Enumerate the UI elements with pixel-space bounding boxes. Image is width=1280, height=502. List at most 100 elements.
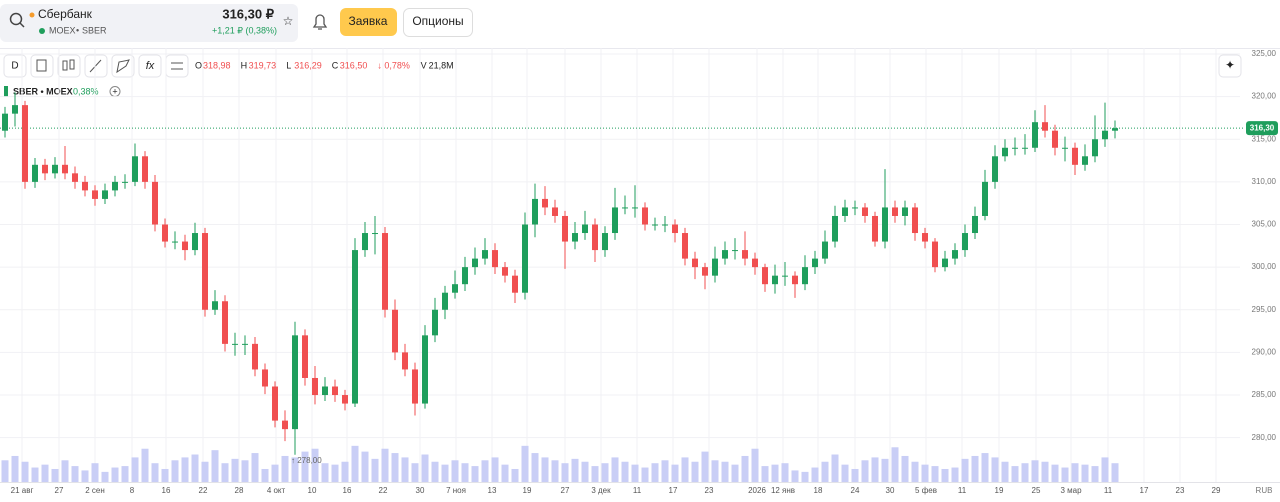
x-tick-label: 11 — [1104, 486, 1113, 495]
volume-bar — [901, 455, 909, 482]
tool-button[interactable] — [30, 54, 54, 78]
volume-bar — [1021, 463, 1029, 482]
candle-body — [1072, 147, 1078, 165]
x-tick-label: 22 — [379, 486, 388, 495]
candle-body — [522, 224, 528, 293]
x-tick-label: 12 янв — [771, 486, 795, 495]
ai-button[interactable] — [1218, 54, 1242, 78]
x-tick-label: 28 — [235, 486, 244, 495]
order-button[interactable] — [340, 8, 397, 36]
volume-bar — [801, 471, 809, 482]
interval[interactable]: D — [11, 61, 18, 72]
volume-bar — [371, 458, 379, 482]
candle-body — [562, 215, 568, 242]
volume-bar — [251, 453, 259, 482]
candle-body — [982, 181, 988, 216]
volume-bar — [301, 451, 309, 482]
alert-icon[interactable] — [312, 14, 328, 30]
y-tick-label: 280,00 — [1252, 433, 1277, 442]
exchange: MOEX — [49, 25, 76, 35]
volume-bar — [641, 467, 649, 482]
ohlc-key: L — [286, 60, 291, 70]
volume-bar — [21, 461, 29, 482]
volume-bar — [571, 458, 579, 482]
x-tick-label: 22 — [199, 486, 208, 495]
candle-body — [312, 377, 318, 396]
volume-bar — [671, 464, 679, 482]
ohlc-key: O — [195, 60, 202, 70]
candle-body — [262, 369, 268, 387]
volume-bar — [621, 461, 629, 482]
candle-body — [292, 335, 298, 430]
ohlc-key: C — [332, 60, 339, 70]
indicators[interactable]: fx — [146, 60, 155, 72]
candle-body — [112, 181, 118, 191]
y-tick-label: 325,00 — [1252, 49, 1277, 58]
options-label[interactable]: Опционы — [412, 14, 463, 28]
candle-body — [552, 207, 558, 216]
tool-button[interactable] — [57, 54, 81, 78]
volume-bar — [291, 457, 299, 482]
candle-body — [772, 275, 778, 285]
tool-button[interactable] — [165, 54, 189, 78]
volume-bar — [721, 461, 729, 482]
status-dot — [29, 12, 35, 18]
x-tick-label: 27 — [55, 486, 64, 495]
candle-body — [1002, 147, 1008, 157]
candle-body — [32, 164, 38, 182]
candle-body — [832, 215, 838, 242]
tool-icon — [116, 59, 130, 74]
volume-bar — [561, 463, 569, 482]
candle-body — [42, 164, 48, 174]
x-tick-label: 21 авг — [11, 486, 34, 495]
volume-bar — [491, 457, 499, 482]
volume-bar — [471, 466, 479, 482]
candle-body — [892, 207, 898, 216]
x-tick-label: 17 — [669, 486, 678, 495]
favorite[interactable]: ☆ — [283, 14, 294, 28]
x-tick-label: 16 — [162, 486, 171, 495]
volume-bar — [991, 457, 999, 482]
volume-bar — [741, 455, 749, 482]
candle-body — [352, 250, 358, 404]
price: 316,30 ₽ — [222, 6, 274, 21]
order-label[interactable]: Заявка — [349, 14, 388, 28]
volume-bar — [61, 460, 69, 482]
volume-bar — [1, 460, 9, 482]
candle-body — [542, 198, 548, 208]
volume-bar — [781, 463, 789, 482]
tool-button[interactable] — [111, 54, 135, 78]
instrument-name: Сбербанк — [38, 7, 93, 21]
candle-body — [52, 164, 58, 174]
search-icon — [9, 12, 23, 26]
search-box[interactable] — [0, 4, 298, 42]
x-tick-label: 10 — [308, 486, 317, 495]
volume-bar — [521, 445, 529, 482]
candle-body — [222, 301, 228, 344]
x-tick-label: 23 — [705, 486, 714, 495]
candle-body — [212, 301, 218, 310]
volume-bar — [141, 448, 149, 482]
y-tick-label: 300,00 — [1252, 262, 1277, 271]
interval-button[interactable] — [3, 54, 27, 78]
candle-body — [12, 105, 18, 114]
candle-body — [172, 241, 178, 243]
volume-bar — [241, 460, 249, 482]
options-button[interactable] — [403, 8, 473, 37]
tool-button[interactable] — [138, 54, 162, 78]
candle-body — [462, 267, 468, 285]
ticker: SBER — [82, 25, 107, 35]
candle-body — [472, 258, 478, 268]
y-tick-label: 315,00 — [1252, 134, 1277, 143]
candle-body — [582, 224, 588, 234]
candle-body — [362, 233, 368, 251]
volume-bar — [201, 461, 209, 482]
legend-change: 0,38% — [73, 86, 99, 96]
volume-bar — [1091, 466, 1099, 482]
y-tick-label: 295,00 — [1252, 305, 1277, 314]
candle-body — [1052, 130, 1058, 148]
volume-bar — [531, 453, 539, 482]
candle-body — [332, 386, 338, 396]
candle-body — [902, 207, 908, 216]
candle-body — [402, 352, 408, 370]
